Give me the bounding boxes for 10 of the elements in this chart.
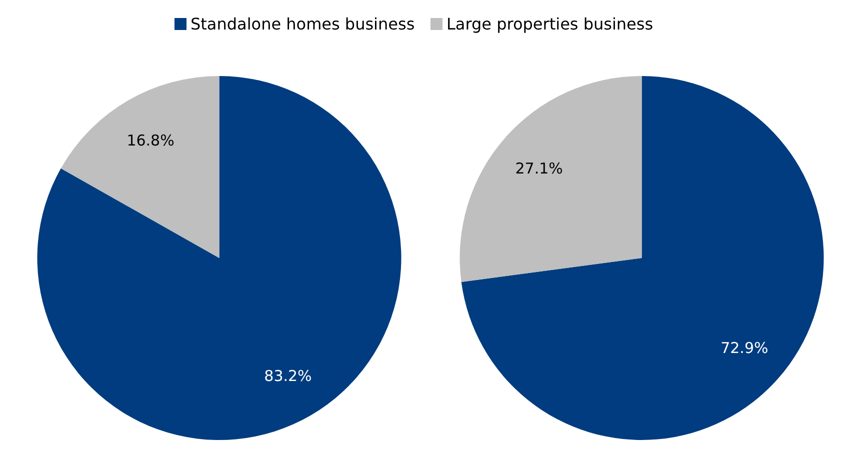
data-label: 83.2%: [264, 367, 312, 386]
legend-label: Large properties business: [446, 14, 654, 34]
pie-slice: [60, 76, 220, 258]
data-label: 72.9%: [720, 339, 768, 358]
data-label: 16.8%: [126, 131, 174, 150]
pie-slice: [461, 76, 824, 440]
pie-slice: [460, 76, 642, 282]
data-label: 27.1%: [515, 159, 563, 178]
pie-slice: [37, 76, 402, 440]
legend-label: Standalone homes business: [190, 14, 415, 34]
